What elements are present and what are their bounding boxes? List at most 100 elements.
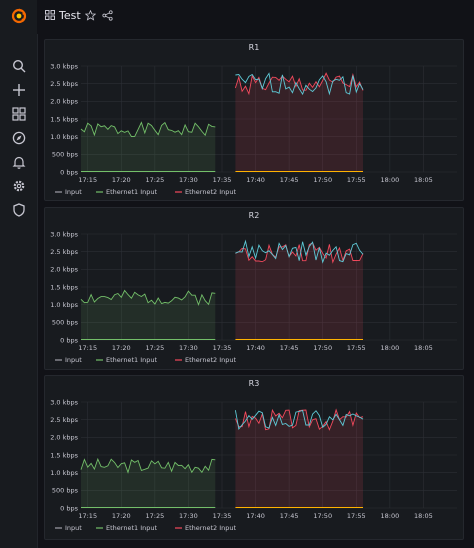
y-tick-label: 1.5 kbps <box>50 283 78 291</box>
y-tick-label: 0 bps <box>60 168 78 176</box>
shield-icon[interactable] <box>11 202 27 218</box>
y-tick-label: 2.5 kbps <box>50 416 78 424</box>
panel-r2[interactable]: R2 0 bps 500 bps 1.0 kbps 1.5 kbps 2.0 kbps 2… <box>44 207 464 370</box>
x-tick-label: 18:00 <box>380 176 399 184</box>
legend-label: Input <box>65 524 82 532</box>
legend-label: Input <box>65 356 82 364</box>
series-ethernet2-line <box>235 242 364 264</box>
x-tick-label: 17:55 <box>347 176 366 184</box>
panel-title[interactable]: R2 <box>248 211 260 220</box>
x-tick-label: 18:00 <box>380 512 399 520</box>
series-ethernet2-line <box>234 72 364 96</box>
chart-r2: 0 bps 500 bps 1.0 kbps 1.5 kbps 2.0 kbps 2.5 … <box>50 230 457 364</box>
legend-label: Ethernet2 Input <box>185 356 236 364</box>
x-tick-label: 17:40 <box>246 512 265 520</box>
x-tick-label: 17:25 <box>145 512 164 520</box>
y-tick-label: 3.0 kbps <box>50 62 78 70</box>
x-tick-label: 17:45 <box>280 176 299 184</box>
x-tick-label: 17:15 <box>78 344 97 352</box>
panel-title[interactable]: R3 <box>248 379 260 388</box>
y-tick-label: 1.5 kbps <box>50 115 78 123</box>
x-tick-label: 17:20 <box>112 344 131 352</box>
legend-label: Ethernet1 Input <box>106 524 157 532</box>
x-tick-label: 17:35 <box>213 176 232 184</box>
grafana-logo[interactable] <box>11 8 27 24</box>
y-tick-label: 2.0 kbps <box>50 266 78 274</box>
y-tick-label: 500 bps <box>52 487 79 495</box>
x-tick-label: 17:35 <box>213 512 232 520</box>
series-ethernet1-cyan-area <box>235 410 363 508</box>
y-tick-label: 2.5 kbps <box>50 80 78 88</box>
x-tick-label: 17:20 <box>112 176 131 184</box>
x-tick-label: 17:15 <box>78 176 97 184</box>
series-ethernet2-area <box>235 409 363 508</box>
x-tick-label: 17:55 <box>347 512 366 520</box>
panel-r3[interactable]: R3 0 bps 500 bps 1.0 kbps 1.5 kbps 2.0 kbps 2… <box>44 375 464 540</box>
series-ethernet1-area <box>81 290 216 340</box>
x-tick-label: 17:25 <box>145 176 164 184</box>
series-ethernet1-area <box>81 122 216 172</box>
x-tick-label: 17:50 <box>313 176 332 184</box>
y-tick-label: 1.5 kbps <box>50 451 78 459</box>
y-tick-label: 3.0 kbps <box>50 230 78 238</box>
series-ethernet2-area <box>235 242 363 340</box>
plus-icon[interactable] <box>11 82 27 98</box>
x-tick-label: 17:30 <box>179 512 198 520</box>
search-icon[interactable] <box>11 58 27 74</box>
bell-icon[interactable] <box>11 154 27 170</box>
top-bar <box>37 0 474 34</box>
panel-r1[interactable]: R1 0 bps 500 bps 1.0 kbps 1.5 kbps 2.0 kbps 2… <box>44 39 464 201</box>
y-tick-label: 3.0 kbps <box>50 398 78 406</box>
series-ethernet1-line <box>80 289 216 306</box>
y-tick-label: 1.0 kbps <box>50 133 78 141</box>
y-tick-label: 500 bps <box>52 319 79 327</box>
series-ethernet1-line <box>80 457 216 474</box>
legend-label: Ethernet2 Input <box>185 188 236 196</box>
x-tick-label: 17:30 <box>179 344 198 352</box>
explore-icon[interactable] <box>11 130 27 146</box>
y-tick-label: 500 bps <box>52 151 79 159</box>
y-tick-label: 0 bps <box>60 504 78 512</box>
series-ethernet1-cyan-line <box>235 72 364 96</box>
x-tick-label: 18:05 <box>414 344 433 352</box>
gear-icon[interactable] <box>11 178 27 194</box>
x-tick-label: 18:05 <box>414 176 433 184</box>
x-tick-label: 17:25 <box>145 344 164 352</box>
x-tick-label: 17:20 <box>112 512 131 520</box>
legend-label: Ethernet1 Input <box>106 356 157 364</box>
x-tick-label: 17:35 <box>213 344 232 352</box>
x-tick-label: 18:05 <box>414 512 433 520</box>
x-tick-label: 17:15 <box>78 512 97 520</box>
grid-icon[interactable] <box>45 10 55 20</box>
panel-title[interactable]: R1 <box>248 43 260 52</box>
y-tick-label: 1.0 kbps <box>50 469 78 477</box>
star-icon[interactable] <box>85 10 96 21</box>
y-tick-label: 1.0 kbps <box>50 301 78 309</box>
dashboards-icon[interactable] <box>11 106 27 122</box>
series-ethernet1-line <box>80 121 216 137</box>
series-ethernet1-cyan-line <box>234 409 364 430</box>
dashboard-title[interactable]: Test <box>59 9 81 22</box>
x-tick-label: 17:55 <box>347 344 366 352</box>
x-tick-label: 17:30 <box>179 176 198 184</box>
y-tick-label: 2.5 kbps <box>50 248 78 256</box>
y-tick-label: 2.0 kbps <box>50 98 78 106</box>
y-tick-label: 0 bps <box>60 336 78 344</box>
y-tick-label: 2.0 kbps <box>50 434 78 442</box>
series-ethernet1-area <box>81 459 216 508</box>
series-ethernet2-line <box>234 408 364 431</box>
legend-label: Ethernet2 Input <box>185 524 236 532</box>
sidebar <box>0 0 38 548</box>
x-tick-label: 17:40 <box>246 176 265 184</box>
series-ethernet2-area <box>235 73 363 172</box>
x-tick-label: 17:40 <box>246 344 265 352</box>
share-icon[interactable] <box>102 10 113 21</box>
legend-label: Ethernet1 Input <box>106 188 157 196</box>
x-tick-label: 17:45 <box>280 512 299 520</box>
x-tick-label: 17:50 <box>313 344 332 352</box>
x-tick-label: 17:45 <box>280 344 299 352</box>
legend-label: Input <box>65 188 82 196</box>
x-tick-label: 18:00 <box>380 344 399 352</box>
chart-r3: 0 bps 500 bps 1.0 kbps 1.5 kbps 2.0 kbps 2.5 … <box>50 398 457 532</box>
series-ethernet1-cyan-line <box>235 239 364 264</box>
